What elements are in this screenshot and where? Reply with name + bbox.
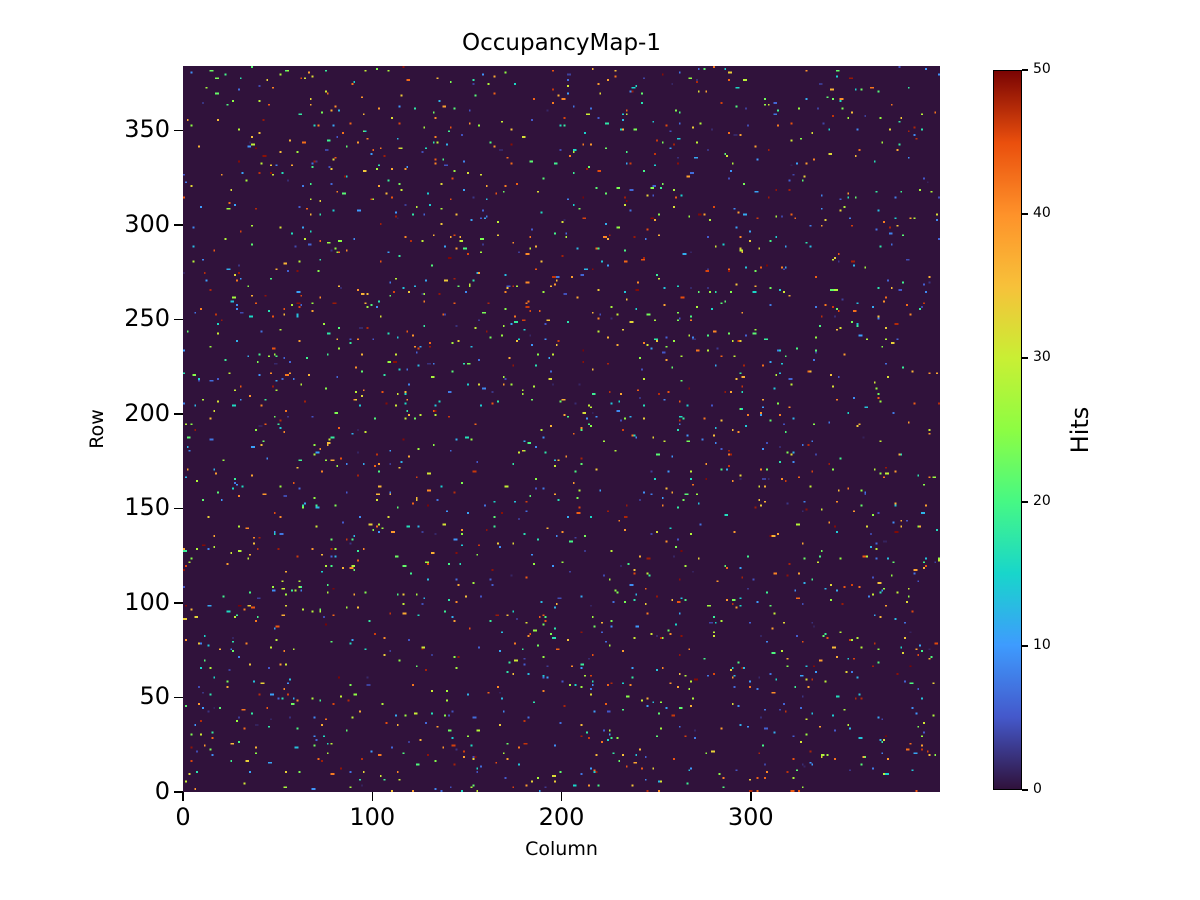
heatmap-canvas xyxy=(183,66,940,792)
colorbar-tick-label: 10 xyxy=(1033,637,1051,653)
colorbar-tick-mark xyxy=(1022,357,1028,359)
y-tick-label: 50 xyxy=(139,682,170,711)
y-tick-label: 250 xyxy=(124,304,170,333)
x-axis-label: Column xyxy=(525,838,598,860)
colorbar xyxy=(993,70,1022,790)
y-tick-mark xyxy=(174,791,183,793)
colorbar-label: Hits xyxy=(1066,406,1094,454)
colorbar-tick-label: 20 xyxy=(1033,493,1051,509)
y-tick-label: 100 xyxy=(124,587,170,616)
y-tick-mark xyxy=(174,224,183,226)
y-tick-mark xyxy=(174,413,183,415)
heatmap-plot-area xyxy=(183,66,940,792)
x-tick-mark xyxy=(560,792,563,801)
chart-title: OccupancyMap-1 xyxy=(462,30,661,56)
colorbar-tick-mark xyxy=(1022,69,1028,71)
colorbar-tick-mark xyxy=(1022,645,1028,647)
y-tick-label: 300 xyxy=(124,209,170,238)
x-tick-mark xyxy=(371,792,373,801)
y-tick-label: 200 xyxy=(124,398,170,427)
x-tick-label: 0 xyxy=(175,803,191,831)
y-tick-mark xyxy=(174,318,183,321)
y-tick-mark xyxy=(174,129,183,132)
y-tick-label: 350 xyxy=(124,115,170,144)
colorbar-tick-mark xyxy=(1022,213,1028,215)
x-tick-label: 100 xyxy=(349,803,396,831)
colorbar-tick-label: 40 xyxy=(1033,205,1051,221)
y-tick-label: 150 xyxy=(124,493,170,522)
colorbar-tick-label: 30 xyxy=(1033,349,1051,365)
x-tick-label: 200 xyxy=(538,803,585,831)
y-tick-mark xyxy=(174,696,183,699)
colorbar-tick-label: 0 xyxy=(1033,781,1042,797)
y-tick-label: 0 xyxy=(154,777,170,805)
colorbar-tick-mark xyxy=(1022,501,1028,503)
x-tick-mark xyxy=(182,792,184,801)
colorbar-tick-mark xyxy=(1022,789,1028,791)
x-tick-label: 300 xyxy=(727,803,774,831)
y-tick-mark xyxy=(174,602,183,604)
x-tick-mark xyxy=(750,792,752,801)
colorbar-tick-label: 50 xyxy=(1033,61,1051,77)
y-tick-mark xyxy=(174,507,183,510)
